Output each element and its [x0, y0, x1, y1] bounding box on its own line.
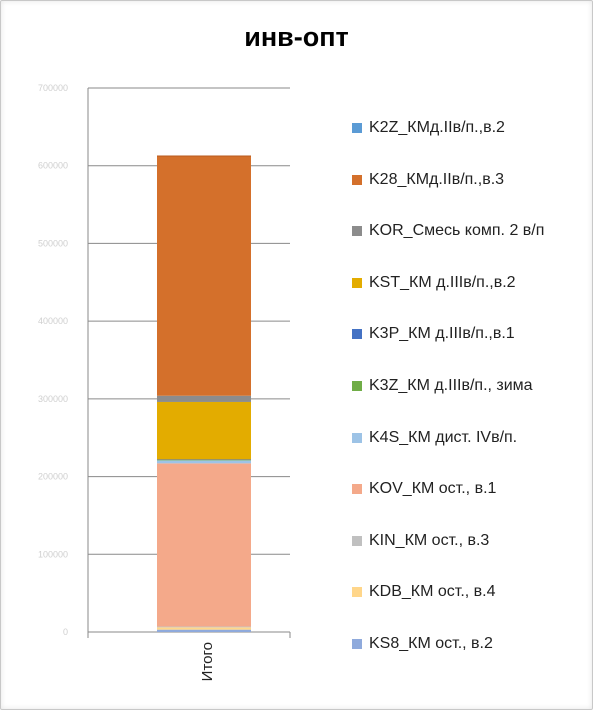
- legend-swatch: [352, 174, 362, 185]
- legend-label: KS8_КМ ост., в.2: [369, 635, 493, 652]
- legend-swatch: [352, 432, 362, 443]
- x-category-label: Итого: [199, 642, 216, 681]
- legend-item: K28_КМд.IIв/п.,в.3: [352, 165, 504, 195]
- legend-swatch: [352, 123, 362, 133]
- y-tick-label: 200000: [38, 472, 68, 482]
- bar-segment: [157, 401, 251, 460]
- y-tick-label: 700000: [38, 83, 68, 93]
- legend-swatch: [352, 587, 362, 598]
- legend-item: KOV_КМ ост., в.1: [352, 474, 496, 504]
- legend-swatch: [352, 329, 362, 340]
- y-tick-label: 600000: [38, 161, 68, 171]
- bar-segment: [157, 626, 251, 628]
- legend-label: KIN_КМ ост., в.3: [369, 531, 490, 549]
- bar-segment: [157, 463, 251, 627]
- legend-swatch: [352, 639, 362, 649]
- legend-item: K3Z_КМ д.IIIв/п., зима: [352, 371, 533, 401]
- legend-swatch: [352, 484, 362, 495]
- legend-item: KOR_Смесь комп. 2 в/п: [352, 216, 544, 246]
- legend-swatch: [352, 226, 362, 237]
- legend-item: K2Z_КМд.IIв/п.,в.2: [352, 113, 505, 143]
- legend-label: K3Z_КМ д.IIIв/п., зима: [369, 377, 533, 394]
- legend-label: KOV_КМ ост., в.1: [369, 480, 497, 498]
- legend-label: K2Z_КМд.IIв/п.,в.2: [369, 119, 505, 136]
- y-tick-label: 400000: [38, 316, 68, 326]
- legend-label: KOR_Смесь комп. 2 в/п: [369, 222, 545, 240]
- bar-segment: [157, 629, 251, 632]
- legend-item: KS8_КМ ост., в.2: [352, 629, 493, 659]
- legend-item: KST_КМ д.IIIв/п.,в.2: [352, 268, 516, 298]
- bar-segment: [157, 459, 251, 460]
- legend-label: K4S_КМ дист. IVв/п.: [369, 428, 518, 446]
- bar-segment: [157, 627, 251, 630]
- legend-label: K28_КМд.IIв/п.,в.3: [369, 170, 505, 188]
- bar-segment: [157, 156, 251, 396]
- y-tick-label: 100000: [38, 549, 68, 559]
- legend-swatch: [352, 381, 362, 391]
- legend-swatch: [352, 277, 362, 288]
- y-tick-label: 300000: [38, 394, 68, 404]
- legend-item: KDB_КМ ост., в.4: [352, 577, 496, 607]
- y-tick-label: 500000: [38, 238, 68, 248]
- legend-swatch: [352, 535, 362, 546]
- y-tick-label: 0: [63, 627, 68, 637]
- legend-item: K4S_КМ дист. IVв/п.: [352, 423, 517, 453]
- legend-item: KIN_КМ ост., в.3: [352, 526, 489, 556]
- bar-segment: [157, 459, 251, 461]
- legend-label: KST_КМ д.IIIв/п.,в.2: [369, 273, 516, 291]
- legend-label: KDB_КМ ост., в.4: [369, 583, 496, 601]
- legend-label: K3P_КМ д.IIIв/п.,в.1: [369, 325, 515, 343]
- bar-segment: [157, 460, 251, 464]
- chart-title: инв-опт: [244, 22, 349, 52]
- bar-segment: [157, 395, 251, 402]
- legend-item: K3P_КМ д.IIIв/п.,в.1: [352, 319, 515, 349]
